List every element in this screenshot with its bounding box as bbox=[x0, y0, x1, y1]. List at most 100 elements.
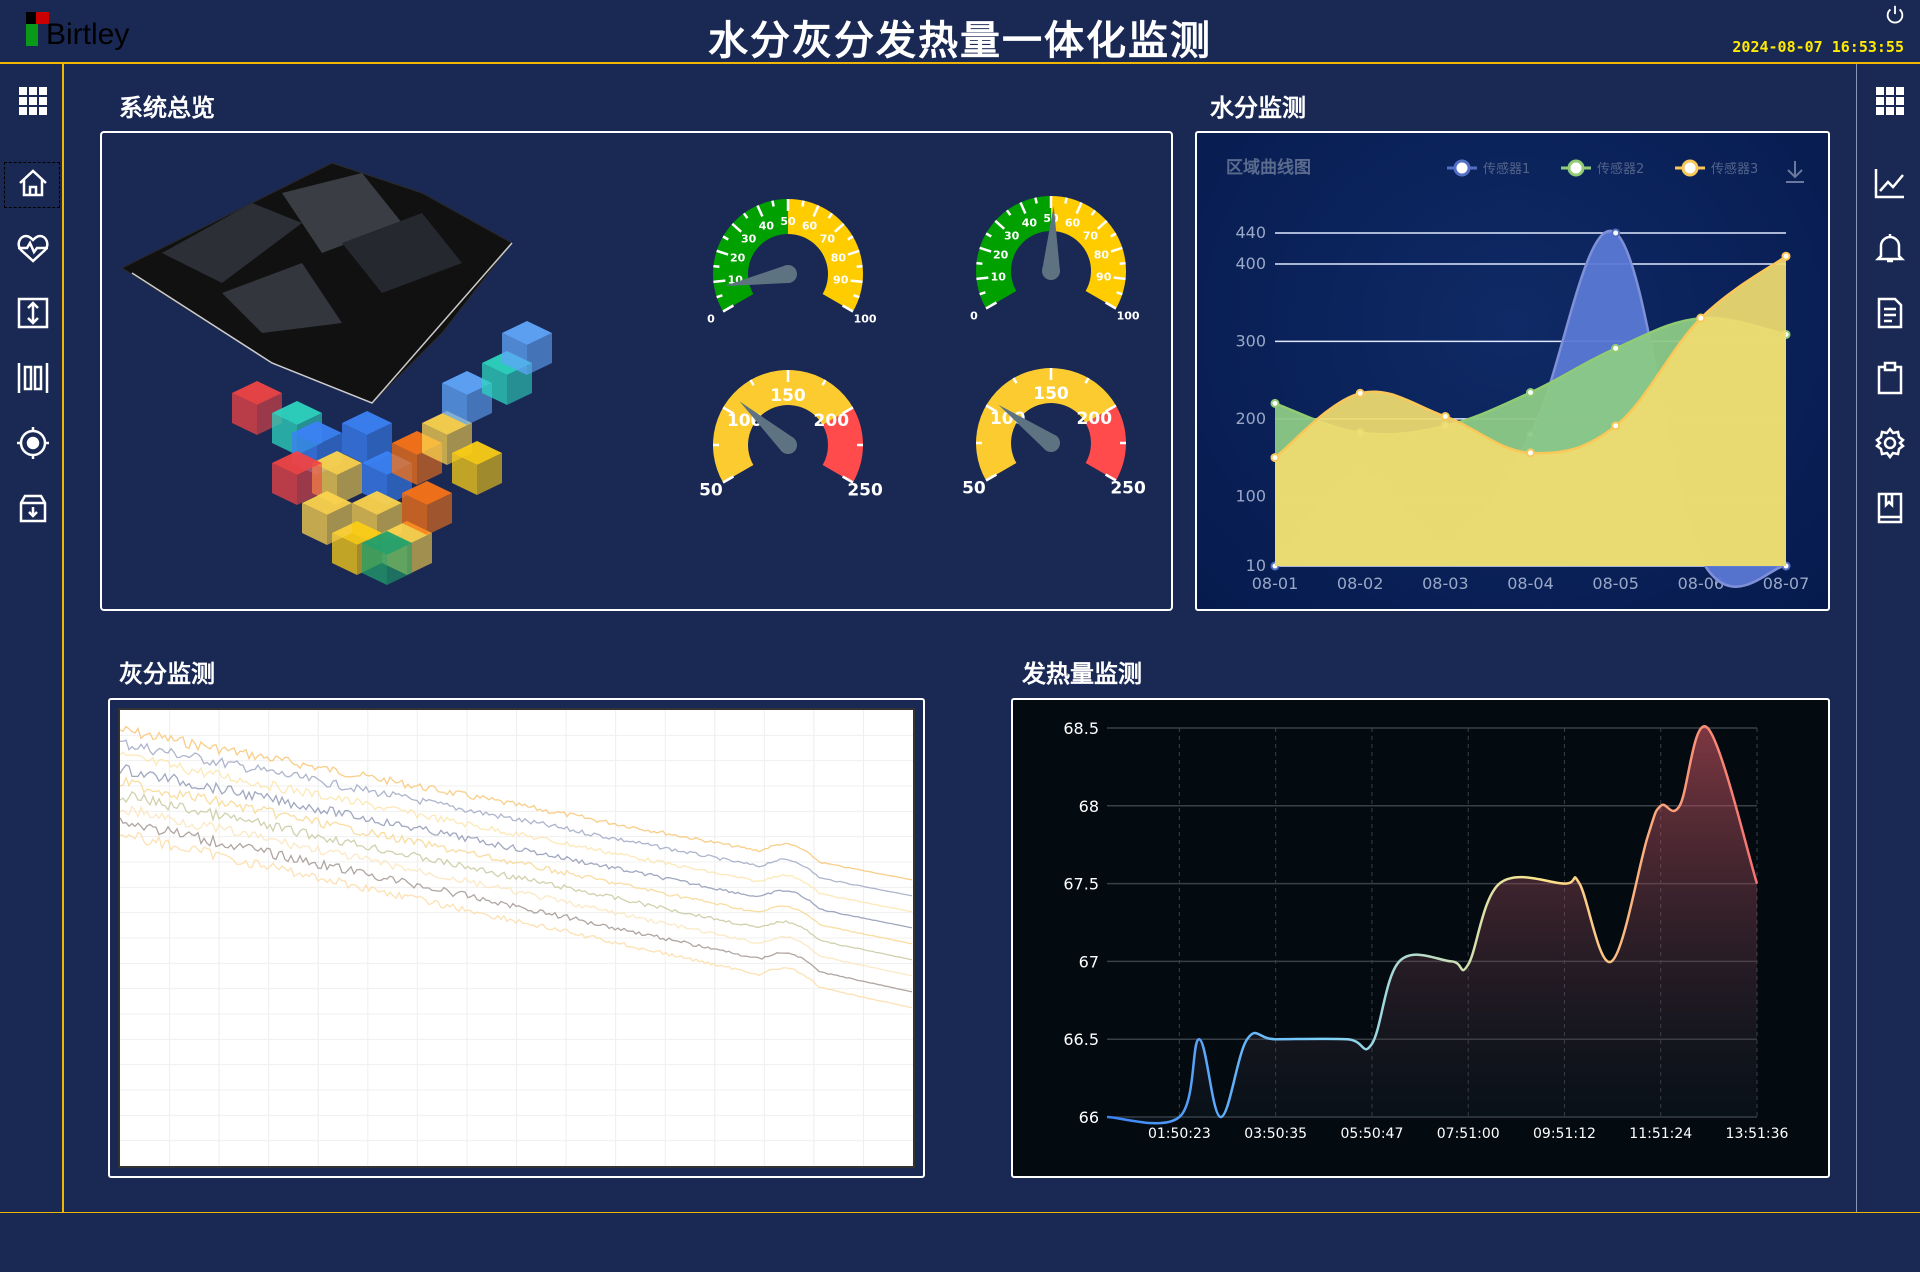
x-tick-label: 08-05 bbox=[1592, 574, 1639, 593]
gauge-label: 0 bbox=[707, 313, 715, 326]
ash-chart-panel bbox=[108, 698, 925, 1178]
vertical-arrows-icon[interactable] bbox=[16, 296, 50, 330]
gauge-tick bbox=[722, 235, 729, 241]
home-icon[interactable] bbox=[16, 166, 50, 200]
cube-side bbox=[427, 493, 452, 535]
gauge-label: 10 bbox=[991, 271, 1007, 284]
gauge-tick bbox=[853, 294, 860, 299]
gauge-tick bbox=[985, 301, 998, 310]
gauge-band bbox=[1051, 196, 1126, 309]
spectrum-line bbox=[120, 804, 913, 977]
gauge-needle bbox=[1042, 206, 1060, 272]
gauge-label: 40 bbox=[1022, 217, 1038, 230]
cube-side bbox=[402, 493, 427, 535]
gauge-tick bbox=[742, 212, 749, 219]
y-tick-label: 67.5 bbox=[1063, 875, 1099, 894]
gauge-label: 30 bbox=[1004, 230, 1020, 243]
x-tick-label: 08-03 bbox=[1422, 574, 1469, 593]
gauge-label: 200 bbox=[814, 411, 850, 431]
gauge-tick bbox=[847, 235, 854, 241]
gauge-band bbox=[976, 368, 1116, 481]
gauge-tick bbox=[985, 404, 998, 413]
gauge-tick bbox=[985, 473, 998, 482]
archive-download-icon[interactable] bbox=[16, 491, 50, 525]
gauge-label: 80 bbox=[831, 252, 847, 265]
left-sidebar bbox=[0, 64, 64, 1212]
gauge-tick bbox=[994, 219, 1006, 230]
spectrum-line bbox=[120, 764, 913, 929]
cube-side bbox=[392, 443, 417, 485]
y-tick-label: 68 bbox=[1079, 797, 1099, 816]
line-chart-icon[interactable] bbox=[1873, 166, 1907, 200]
cube-side bbox=[332, 533, 357, 575]
gauge-band bbox=[713, 199, 788, 312]
cube-side bbox=[477, 453, 502, 495]
gauge-tick bbox=[756, 204, 764, 217]
gauge-tick bbox=[979, 246, 992, 253]
gauge-tick bbox=[976, 261, 983, 266]
heat-chart-panel: 66 66.5 67 67.5 68 68.5 01:50:23 03:50:35 05:50:… bbox=[1011, 698, 1830, 1178]
gauge-needle-hub bbox=[779, 265, 797, 283]
gauge-tick bbox=[827, 212, 834, 219]
download-icon[interactable] bbox=[1786, 161, 1804, 183]
data-point bbox=[1781, 251, 1791, 261]
power-icon[interactable] bbox=[1884, 4, 1906, 26]
gauge-label: 50 bbox=[962, 479, 986, 499]
target-icon[interactable] bbox=[16, 426, 50, 460]
gauge-label: 150 bbox=[1033, 384, 1069, 404]
gear-icon[interactable] bbox=[1873, 426, 1907, 460]
grid-icon[interactable] bbox=[16, 84, 50, 118]
gauge-label: 20 bbox=[730, 252, 746, 265]
gauge-label: 50 bbox=[780, 215, 796, 228]
gauge-label: 70 bbox=[820, 233, 836, 246]
gauge-tick bbox=[1096, 219, 1108, 230]
gauge-needle bbox=[724, 265, 790, 287]
logo-text: Birtley bbox=[46, 18, 130, 51]
series-area bbox=[1275, 256, 1786, 566]
gauge-label: 100 bbox=[854, 313, 877, 326]
gauge-tick bbox=[976, 276, 989, 281]
clipboard-icon[interactable] bbox=[1873, 361, 1907, 395]
spectrum-line bbox=[120, 775, 913, 945]
header: Birtley 水分灰分发热量一体化监测 2024-08-07 16:53:55 bbox=[0, 0, 1920, 64]
gauge-label: 30 bbox=[741, 233, 757, 246]
heart-pulse-icon[interactable] bbox=[16, 231, 50, 265]
gauge-tick bbox=[1090, 209, 1097, 216]
gauge-tick bbox=[856, 264, 863, 269]
x-tick-label: 08-04 bbox=[1507, 574, 1554, 593]
gauge-band bbox=[713, 370, 853, 483]
right-sidebar bbox=[1856, 64, 1920, 1212]
gauge-tick bbox=[713, 264, 720, 269]
gauge-tick bbox=[1110, 232, 1117, 238]
gauge-label: 100 bbox=[990, 409, 1026, 429]
bell-icon[interactable] bbox=[1873, 231, 1907, 265]
bars-icon[interactable] bbox=[16, 361, 50, 395]
book-icon[interactable] bbox=[1873, 491, 1907, 525]
gauge-needle-hub bbox=[779, 436, 797, 454]
gauge-tick bbox=[833, 222, 845, 233]
cube-side bbox=[452, 453, 477, 495]
gauge-tick bbox=[716, 294, 723, 299]
x-tick-label: 03:50:35 bbox=[1244, 1126, 1307, 1142]
moisture-chart-panel: 区域曲线图 10 100 200 300 400 440 08-01 08-02 08-03 08-… bbox=[1195, 131, 1830, 611]
gauge-tick bbox=[985, 232, 992, 238]
y-tick-label: 100 bbox=[1235, 486, 1266, 505]
data-point bbox=[1440, 412, 1450, 422]
spectrum-line bbox=[120, 790, 913, 961]
data-point bbox=[1611, 228, 1621, 238]
y-tick-label: 66 bbox=[1079, 1108, 1099, 1127]
spectrum-line bbox=[120, 739, 913, 897]
gauge-label: 60 bbox=[1065, 217, 1081, 230]
gauge-tick bbox=[749, 379, 755, 386]
document-icon[interactable] bbox=[1873, 296, 1907, 330]
x-tick-label: 11:51:24 bbox=[1629, 1126, 1692, 1142]
grid-icon[interactable] bbox=[1873, 84, 1907, 118]
page-title: 水分灰分发热量一体化监测 bbox=[708, 18, 1212, 64]
gauge-tick bbox=[722, 304, 735, 313]
gauge-band bbox=[1085, 405, 1126, 481]
section-title-moisture: 水分监测 bbox=[1210, 94, 1306, 122]
legend-label: 传感器3 bbox=[1711, 161, 1758, 177]
cube-side bbox=[442, 383, 467, 425]
